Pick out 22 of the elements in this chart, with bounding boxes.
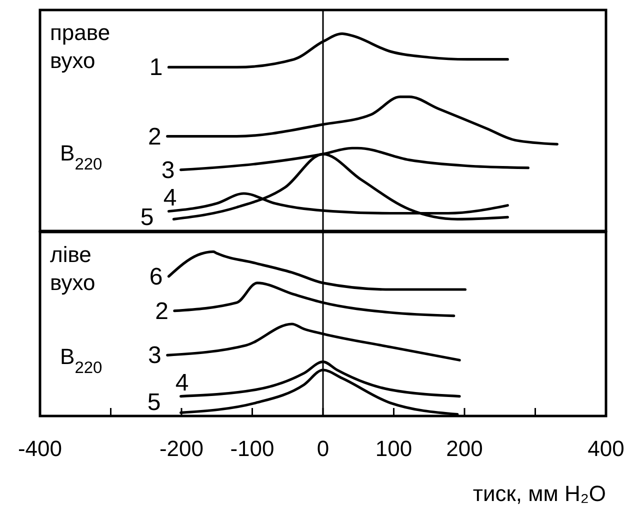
x-tick-label: -200 (159, 436, 204, 461)
series-label: 3 (148, 342, 162, 370)
series-label: 3 (161, 156, 175, 184)
series-label: 4 (163, 184, 177, 212)
x-tick-label: 0 (316, 436, 330, 461)
series-label: 5 (147, 389, 161, 416)
x-axis-title: тиск, мм H₂O (472, 481, 606, 506)
annotation: B$_{220}$ (60, 140, 102, 174)
annotation: праве вухо (50, 20, 110, 73)
annotation: B$_{220}$ (60, 344, 102, 377)
x-tick-label: -400 (18, 436, 62, 461)
x-tick-label: 400 (588, 436, 624, 461)
series-label: 5 (140, 204, 154, 231)
x-tick-label: 200 (446, 436, 483, 461)
x-tick-label: -100 (230, 436, 274, 461)
series-label: 2 (155, 298, 168, 325)
series-label: 2 (148, 123, 162, 150)
series-label: 4 (175, 369, 189, 396)
series-label: 6 (149, 263, 163, 290)
series-label: 1 (149, 54, 163, 82)
x-tick-label: 100 (375, 436, 412, 461)
annotation: ліве вухо (50, 242, 96, 295)
